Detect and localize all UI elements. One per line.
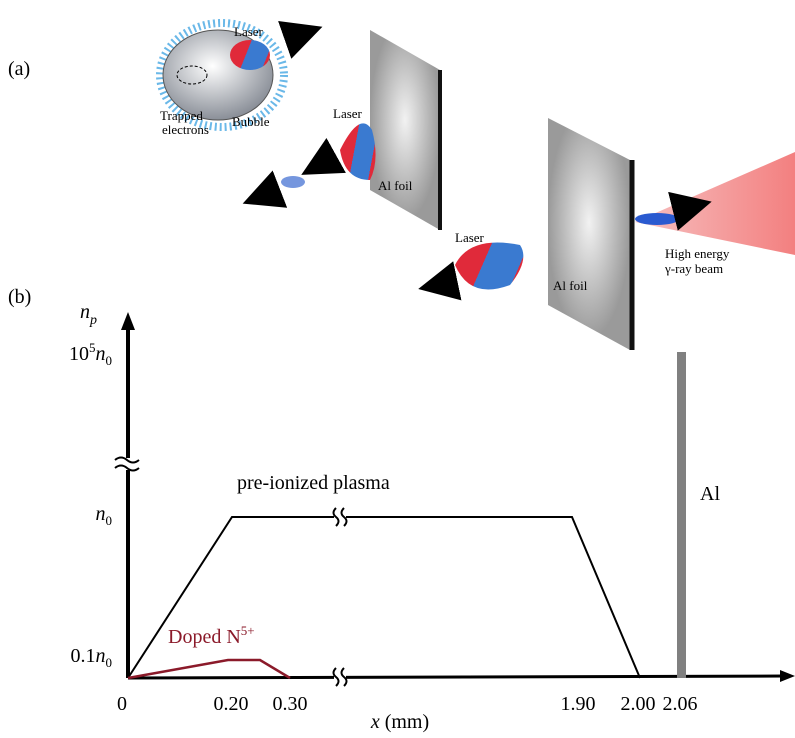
illustration [160,23,795,350]
unit: (mm) [380,711,429,733]
x-tick-label: 1.90 [561,693,596,715]
sub: 0 [106,513,113,528]
y-tick-label: n0 [96,503,113,528]
y-tick-label: 105n0 [69,340,112,368]
label: Bubble [232,114,270,129]
var: n [96,343,106,365]
al-label: Al [700,483,720,505]
electron-bunch [635,213,679,225]
label: Laser [333,106,363,121]
x-arrow [780,670,795,682]
coef: 0.1 [71,645,96,667]
label: Laser [455,230,485,245]
var: x [370,711,380,733]
sub: p [89,313,97,328]
sub: 0 [106,655,113,670]
text: Doped N [168,626,241,648]
foil [548,118,630,350]
doped-label: Doped N5+ [168,623,255,648]
x-tick-label: 0.30 [273,693,308,715]
arrow [428,283,447,287]
arrow [293,30,313,37]
var: n [96,645,106,667]
sub: 0 [106,353,113,368]
x-tick-label: 0 [117,693,127,715]
arrow [310,160,328,170]
x-axis-label: x (mm) [370,711,429,733]
electron-bunch [281,176,305,188]
label: Al foil [553,278,588,293]
x-tick-label: 2.00 [621,693,656,715]
label: Al foil [378,178,413,193]
label: Laser [234,24,264,39]
label: High energy [665,246,730,261]
y-axis-label: np [80,301,97,328]
y-arrow [121,312,135,330]
laser-pulse [230,40,270,70]
label: electrons [162,122,209,137]
figure: (a) Laser Trapped electrons Bubble Laser… [0,0,795,738]
doped-profile [128,660,290,678]
laser-pulse [455,243,523,290]
arrow [252,193,270,200]
panel-label: (a) [8,58,30,80]
y-tick-label: 0.1n0 [71,645,113,670]
plasma-label: pre-ionized plasma [237,472,390,494]
label: γ-ray beam [664,261,723,276]
panel-label: (b) [8,286,31,308]
coef: 10 [69,343,89,365]
gamma-beam [635,152,795,255]
x-tick-label: 0.20 [214,693,249,715]
label: Trapped [160,108,203,123]
plasma-profile [346,517,640,678]
sup: 5+ [241,623,255,638]
var: n [80,301,90,323]
var: n [96,503,106,525]
x-tick-label: 2.06 [663,693,698,715]
al-foil-bar [677,352,686,678]
x-axis [128,676,785,678]
plasma-profile [128,517,334,678]
foil [370,30,440,230]
laser-pulse [340,123,376,180]
profile-break [334,508,347,526]
